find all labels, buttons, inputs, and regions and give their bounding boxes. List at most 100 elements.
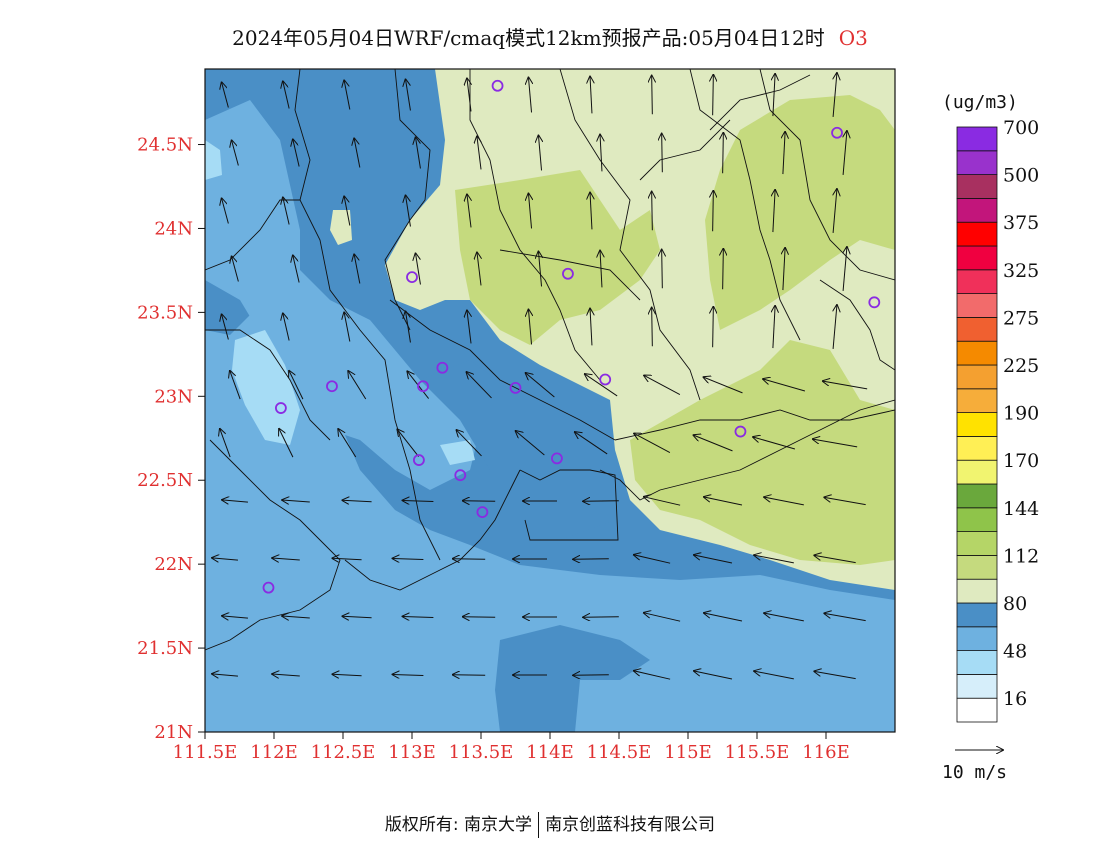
wind-arrow bbox=[463, 501, 496, 502]
station-marker bbox=[599, 373, 612, 386]
wind-arrow bbox=[354, 254, 361, 284]
colorbar-label: 144 bbox=[1003, 498, 1039, 520]
wind-arrow bbox=[590, 193, 592, 230]
copyright-left: 版权所有: 南京大学 bbox=[384, 815, 533, 835]
station-marker bbox=[436, 361, 449, 374]
lat-tick-label: 22.5N bbox=[137, 470, 193, 491]
title-text: 2024年05月04日WRF/cmaq模式12km预报产品:05月04日12时 bbox=[232, 26, 825, 50]
colorbar-labels: 16 48 80 112 144 170 190 225 275 325 375 500 700 bbox=[1003, 117, 1039, 710]
lon-tick-label: 112E bbox=[250, 742, 298, 763]
wind-arrow bbox=[814, 555, 856, 564]
wind-arrow bbox=[662, 134, 663, 173]
station-marker bbox=[274, 402, 287, 414]
wind-arrow bbox=[332, 558, 362, 560]
wind-arrow bbox=[416, 137, 421, 169]
wind-arrow bbox=[416, 253, 421, 285]
wind-arrow bbox=[467, 195, 471, 228]
lon-tick-label: 114.5E bbox=[587, 742, 652, 763]
wind-arrow bbox=[222, 198, 229, 224]
wind-arrow bbox=[833, 189, 837, 233]
wind-arrow bbox=[272, 558, 300, 560]
wind-arrow bbox=[590, 309, 592, 346]
wind-arrow bbox=[813, 439, 858, 448]
copyright-divider bbox=[538, 812, 540, 838]
wind-arrow bbox=[823, 381, 868, 390]
wind-arrow bbox=[704, 377, 743, 394]
colorbar-segment bbox=[956, 316, 998, 342]
wind-arrow bbox=[652, 76, 653, 115]
wind-arrow bbox=[833, 305, 837, 349]
wind-arrow bbox=[652, 192, 653, 231]
station-marker bbox=[868, 296, 881, 309]
wind-arrow bbox=[814, 671, 856, 680]
wind-arrow bbox=[526, 373, 555, 398]
colorbar-segment bbox=[956, 340, 998, 366]
wind-arrow bbox=[773, 190, 775, 233]
wind-reference-legend: 10 m/s bbox=[942, 750, 1007, 783]
wind-arrow bbox=[212, 558, 238, 560]
wind-arrow bbox=[704, 497, 743, 506]
wind-arrow bbox=[783, 248, 785, 291]
wind-arrow bbox=[348, 371, 367, 400]
station-marker bbox=[262, 581, 275, 594]
wind-arrow bbox=[283, 81, 290, 109]
colorbar-label: 225 bbox=[1003, 355, 1039, 377]
colorbar-label: 48 bbox=[1003, 641, 1027, 663]
lat-tick-label: 23N bbox=[154, 386, 193, 407]
wind-arrow bbox=[406, 79, 411, 111]
map-area bbox=[205, 69, 895, 732]
station-marker bbox=[412, 454, 425, 466]
colorbar-segment bbox=[956, 435, 998, 461]
colorbar-segment bbox=[956, 245, 998, 271]
colorbar-label: 16 bbox=[1003, 688, 1027, 710]
colorbar-segment bbox=[956, 197, 998, 223]
wind-arrow bbox=[467, 79, 471, 112]
station-marker bbox=[406, 271, 418, 284]
wind-arrow bbox=[293, 255, 300, 283]
wind-arrow bbox=[393, 674, 424, 675]
wind-arrow bbox=[338, 429, 357, 458]
lat-tick-label: 23.5N bbox=[137, 302, 193, 323]
colorbar-segment bbox=[956, 364, 998, 390]
colorbar-segment bbox=[956, 174, 998, 199]
wind-arrow bbox=[538, 136, 541, 171]
station-marker bbox=[417, 380, 429, 393]
station-marker bbox=[491, 79, 504, 92]
wind-arrow bbox=[538, 252, 541, 287]
wind-arrow bbox=[342, 500, 372, 502]
wind-arrow bbox=[600, 251, 602, 288]
wind-arrow bbox=[406, 311, 411, 343]
wind-arrow bbox=[516, 431, 545, 456]
concentration-band-48-64 bbox=[205, 300, 895, 732]
colorbar-segment bbox=[956, 388, 998, 413]
wind-arrow bbox=[222, 500, 248, 502]
concentration-band-96-112-east bbox=[705, 95, 895, 330]
wind-arrow bbox=[293, 139, 300, 167]
lon-tick-label: 111.5E bbox=[173, 742, 238, 763]
lon-tick-label: 116E bbox=[802, 742, 850, 763]
wind-arrow bbox=[713, 307, 714, 348]
wind-arrow bbox=[694, 671, 733, 680]
wind-arrow bbox=[634, 433, 671, 453]
wind-arrow bbox=[783, 132, 785, 175]
wind-reference-label: 10 m/s bbox=[942, 762, 1007, 783]
colorbar-segment bbox=[956, 293, 998, 318]
wind-arrow bbox=[644, 497, 681, 506]
wind-arrow bbox=[583, 617, 619, 618]
lon-tick-label: 113.5E bbox=[449, 742, 514, 763]
wind-arrow bbox=[573, 675, 609, 676]
wind-arrow bbox=[222, 82, 229, 108]
lon-tick-label: 115E bbox=[664, 742, 712, 763]
colorbar-label: 112 bbox=[1003, 545, 1039, 567]
wind-arrow bbox=[634, 671, 671, 680]
wind-arrow bbox=[713, 191, 714, 232]
concentration-band-80-96-east bbox=[800, 275, 895, 380]
colorbar-label: 190 bbox=[1003, 403, 1039, 425]
wind-arrow bbox=[282, 616, 310, 618]
station-marker bbox=[734, 425, 747, 438]
station-marker bbox=[562, 267, 574, 280]
concentration-band-48-64-land bbox=[205, 100, 480, 490]
lon-tick-label: 112.5E bbox=[311, 742, 376, 763]
wind-arrow bbox=[289, 371, 304, 400]
wind-arrow bbox=[694, 555, 733, 564]
